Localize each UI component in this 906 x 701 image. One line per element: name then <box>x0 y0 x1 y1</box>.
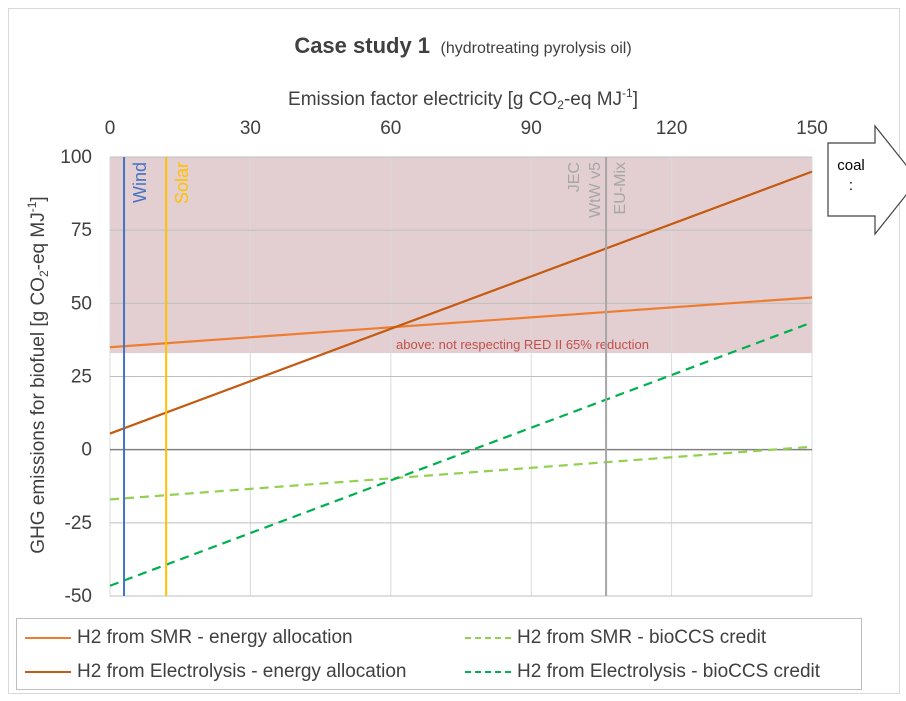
series-line-1 <box>109 445 813 501</box>
legend: H2 from SMR - energy allocation H2 from … <box>16 618 862 690</box>
y-tick-label: -50 <box>65 586 92 607</box>
y-tick-label: 100 <box>60 147 92 168</box>
chart-title: Case study 1 (hydrotreating pyrolysis oi… <box>294 33 631 58</box>
y-axis-label: GHG emissions for biofuel [g CO2-eq MJ-1… <box>25 196 51 553</box>
legend-label: H2 from Electrolysis - bioCCS credit <box>517 661 821 682</box>
y-tick-label: 75 <box>71 220 92 241</box>
y-tick-label: 25 <box>71 367 92 388</box>
legend-swatch <box>465 671 511 673</box>
coal-arrow-annotation: coal : <box>827 124 906 236</box>
coal-arrow-label: coal <box>837 157 865 174</box>
y-tick-label: 0 <box>81 440 92 461</box>
legend-swatch <box>465 637 511 639</box>
legend-label: H2 from Electrolysis - energy allocation <box>77 661 407 682</box>
series-line-3 <box>109 321 813 587</box>
legend-item-electrolysis-bioccs: H2 from Electrolysis - bioCCS credit <box>465 659 820 685</box>
shaded-region-label: above: not respecting RED II 65% reducti… <box>396 337 649 352</box>
legend-item-smr-energy: H2 from SMR - energy allocation <box>25 625 353 651</box>
wtw-v5-label: WtW v5 <box>587 162 604 218</box>
legend-swatch <box>25 637 71 639</box>
coal-arrow-label-2: : <box>849 177 853 194</box>
x-tick-label: 150 <box>796 118 828 139</box>
legend-item-smr-bioccs: H2 from SMR - bioCCS credit <box>465 625 766 651</box>
x-tick-label: 60 <box>380 118 401 139</box>
x-tick-label: 30 <box>240 118 261 139</box>
x-tick-label: 0 <box>105 118 116 139</box>
legend-item-electrolysis-energy: H2 from Electrolysis - energy allocation <box>25 659 406 685</box>
legend-label: H2 from SMR - bioCCS credit <box>517 627 767 648</box>
jec-label: JEC <box>566 162 583 192</box>
x-axis-label: Emission factor electricity [g CO2-eq MJ… <box>288 86 638 112</box>
chart-frame <box>8 8 900 694</box>
series-line-0 <box>109 296 813 349</box>
legend-label: H2 from SMR - energy allocation <box>77 627 353 648</box>
plot-area: above: not respecting RED II 65% reducti… <box>60 118 828 607</box>
legend-swatch <box>25 671 71 673</box>
solar-label: Solar <box>172 162 192 204</box>
wind-label: Wind <box>130 162 150 203</box>
eu-mix-label: EU-Mix <box>612 162 629 214</box>
y-tick-label: -25 <box>65 513 92 534</box>
coal-arrow-shape <box>827 124 906 236</box>
shaded-region <box>110 157 812 354</box>
x-tick-label: 90 <box>521 118 542 139</box>
series-line-2 <box>109 170 813 435</box>
x-tick-label: 120 <box>656 118 688 139</box>
y-tick-label: 50 <box>71 293 92 314</box>
